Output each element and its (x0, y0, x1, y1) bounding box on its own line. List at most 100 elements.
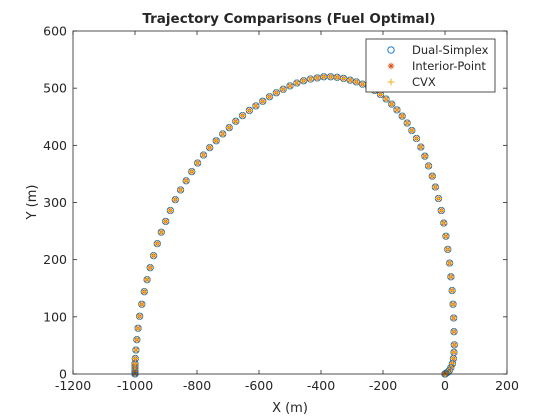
data-point (138, 300, 146, 308)
data-point (444, 245, 452, 254)
data-point (449, 354, 458, 363)
legend-entry: Interior-Point (387, 59, 486, 73)
data-point (238, 111, 247, 120)
data-point (352, 78, 360, 86)
data-point (333, 73, 341, 81)
x-tick-label: 0 (441, 378, 449, 393)
data-point (442, 232, 450, 240)
data-point (252, 102, 260, 110)
y-tick-label: 0 (59, 367, 67, 382)
y-axis-label: Y (m) (25, 185, 40, 221)
data-point (259, 97, 267, 105)
data-point (131, 354, 139, 363)
data-point (449, 300, 457, 308)
legend-entry: Dual-Simplex (387, 43, 489, 57)
x-tick-label: -800 (183, 378, 211, 393)
data-point (421, 152, 429, 160)
data-point (143, 276, 151, 284)
data-point (199, 151, 208, 159)
data-point (133, 336, 141, 344)
x-tick-label: -200 (369, 378, 397, 393)
legend-label: Dual-Simplex (412, 43, 489, 57)
data-point (403, 119, 411, 127)
axes (72, 30, 508, 375)
data-point (346, 76, 354, 84)
y-tick-label: 200 (43, 252, 67, 267)
data-point (153, 240, 161, 248)
data-point (450, 348, 458, 356)
legend-label: CVX (412, 75, 436, 89)
data-point (445, 259, 454, 267)
data-point (398, 112, 406, 120)
x-tick-label: 200 (495, 378, 519, 393)
legend-label: Interior-Point (412, 59, 486, 73)
data-point (149, 252, 158, 260)
legend-entry: CVX (387, 75, 436, 89)
data-point (447, 273, 455, 281)
legend-box (365, 38, 496, 93)
data-point (408, 126, 416, 135)
data-point (326, 73, 335, 81)
data-point (140, 288, 148, 296)
data-point (134, 324, 142, 332)
y-tick-label: 400 (43, 138, 67, 153)
data-point (279, 85, 287, 93)
data-point (339, 74, 348, 83)
data-point (212, 137, 220, 145)
y-tick-label: 500 (43, 81, 67, 96)
data-point (135, 312, 144, 320)
data-point (286, 82, 294, 90)
data-point (424, 162, 433, 170)
data-point (437, 206, 445, 215)
data-point (232, 117, 240, 125)
data-point (193, 159, 202, 167)
data-point (206, 143, 214, 152)
data-point (320, 73, 328, 81)
legend-marker (387, 62, 395, 70)
y-tick-label: 100 (43, 309, 67, 324)
x-tick-label: -600 (245, 378, 273, 393)
data-point (219, 130, 227, 138)
data-point (450, 341, 458, 349)
legend-marker (387, 78, 395, 86)
data-point (431, 183, 440, 191)
data-point (388, 100, 396, 108)
data-point (188, 167, 196, 176)
data-point (132, 346, 140, 354)
data-point (428, 172, 436, 180)
data-point (450, 328, 458, 336)
data-point (417, 143, 425, 151)
data-point (440, 219, 448, 227)
data-point (306, 75, 315, 83)
tick-labels: -1200 -1000 -800 -600 -400 -200 0 200 0 100 200 300… (43, 24, 519, 394)
data-point (393, 106, 401, 114)
data-point (382, 95, 390, 103)
data-point (358, 80, 367, 88)
data-markers (131, 73, 458, 378)
data-point (434, 194, 443, 203)
x-tick-label: -1200 (55, 378, 91, 393)
data-point (293, 79, 301, 87)
data-point (412, 134, 421, 143)
data-point (162, 217, 170, 226)
data-point (450, 314, 458, 322)
x-tick-label: -400 (307, 378, 335, 393)
legend: Dual-Simplex Interior-Point CVX (365, 38, 496, 93)
data-point (176, 186, 185, 194)
x-tick-label: -1000 (117, 378, 153, 393)
data-point (225, 123, 233, 132)
x-axis-label: X (m) (272, 401, 308, 416)
data-point (299, 77, 308, 85)
data-point (146, 264, 154, 272)
y-tick-label: 600 (43, 24, 67, 39)
data-point (157, 228, 166, 236)
data-point (245, 106, 254, 115)
y-tick-label: 300 (43, 195, 67, 210)
data-point (272, 89, 281, 97)
data-point (448, 286, 456, 295)
data-point (265, 93, 274, 101)
data-point (166, 206, 174, 215)
legend-marker (387, 46, 395, 54)
